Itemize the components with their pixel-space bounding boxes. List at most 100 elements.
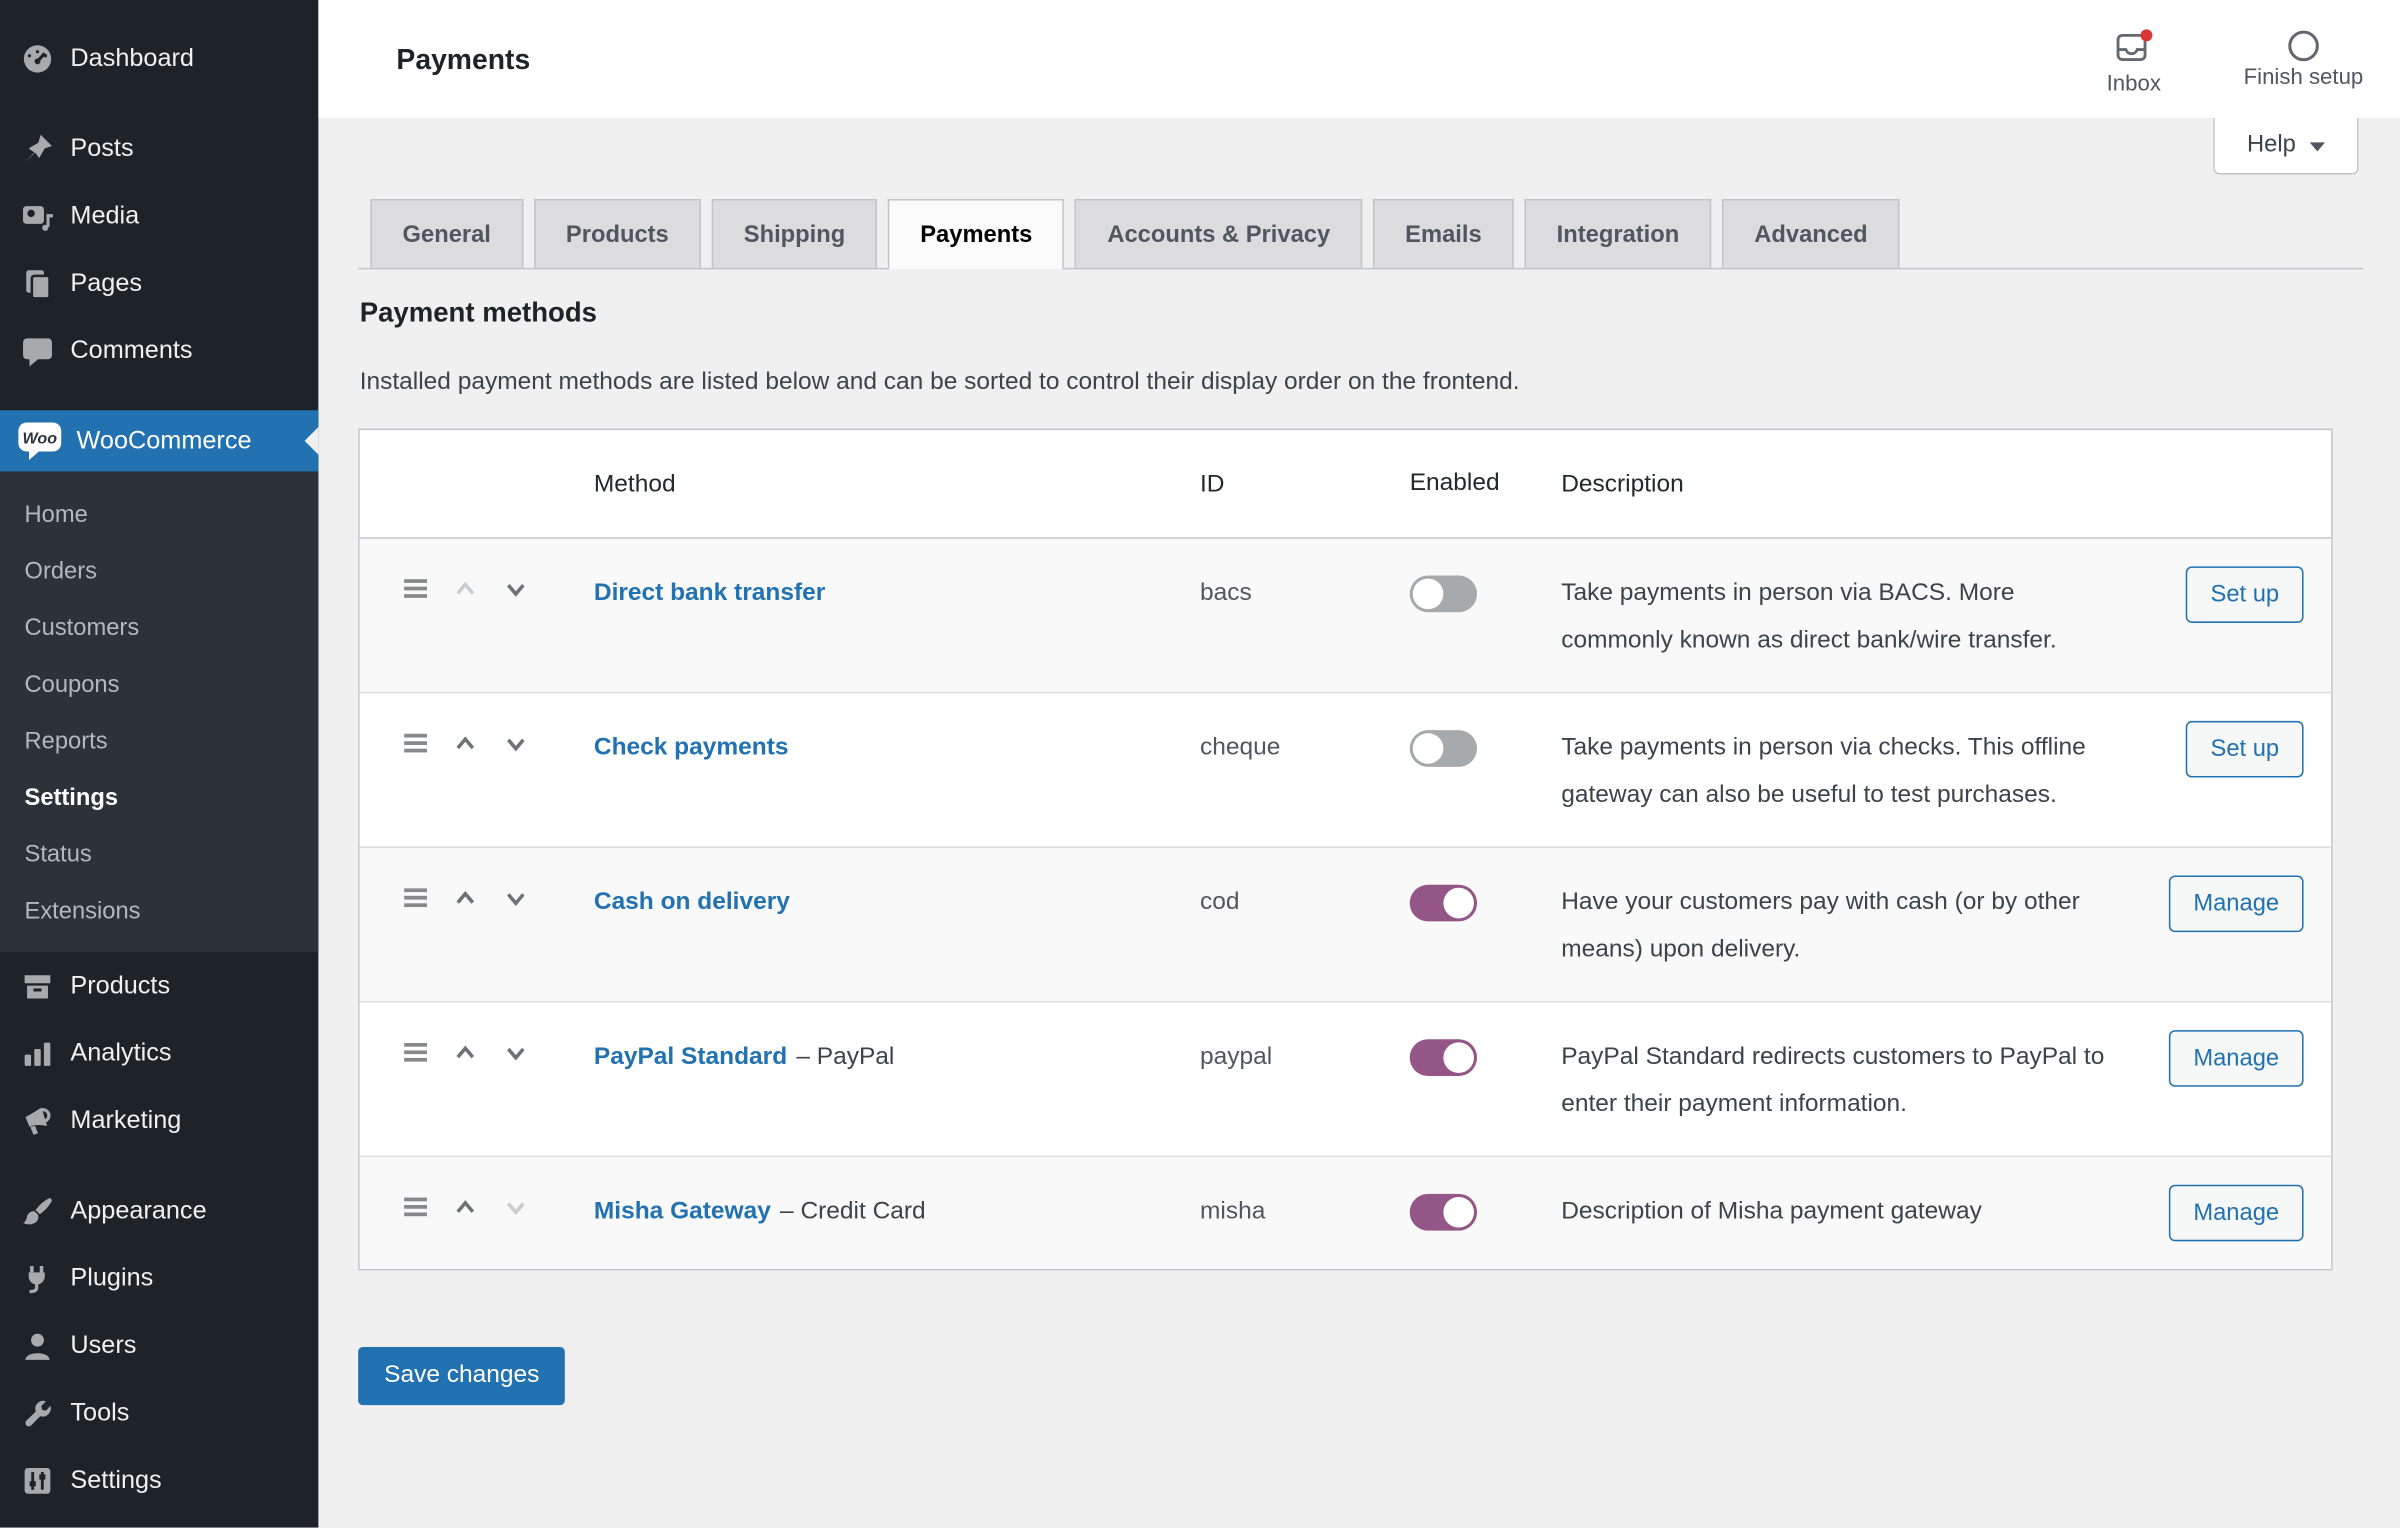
tab-emails[interactable]: Emails xyxy=(1373,198,1514,268)
sidebar-item-tools[interactable]: Tools xyxy=(0,1379,318,1446)
enabled-toggle[interactable] xyxy=(1409,730,1478,767)
table-row: Cash on delivery cod Have your customers… xyxy=(359,847,2332,1003)
woocommerce-submenu: Home Orders Customers Coupons Reports Se… xyxy=(0,471,319,953)
setup-progress-circle-icon xyxy=(2288,30,2319,62)
method-link[interactable]: Direct bank transfer xyxy=(593,580,826,607)
manage-button[interactable]: Manage xyxy=(2168,1030,2304,1087)
move-down-icon xyxy=(506,1202,525,1216)
method-id: bacs xyxy=(1200,580,1252,607)
method-description: Description of Misha payment gateway xyxy=(1561,1198,1982,1225)
move-down-icon[interactable] xyxy=(504,732,528,756)
menu-separator xyxy=(0,92,318,115)
column-header-description: Description xyxy=(1561,470,1684,497)
finish-setup-button[interactable]: Finish setup xyxy=(2243,28,2364,91)
method-link[interactable]: Misha Gateway xyxy=(593,1198,771,1225)
enabled-toggle[interactable] xyxy=(1409,1193,1478,1231)
toggle-knob xyxy=(1412,578,1444,610)
tab-payments[interactable]: Payments xyxy=(888,198,1065,270)
sidebar-item-label: Settings xyxy=(70,1465,162,1494)
submenu-item-orders[interactable]: Orders xyxy=(24,557,98,584)
inbox-badge xyxy=(2140,29,2153,42)
setup-button[interactable]: Set up xyxy=(2186,720,2304,778)
method-description: Have your customers pay with cash (or by… xyxy=(1561,889,2080,963)
sidebar-item-label: Marketing xyxy=(70,1105,182,1134)
tab-advanced[interactable]: Advanced xyxy=(1722,198,1900,268)
drag-handle-icon[interactable] xyxy=(404,1041,428,1064)
bar-chart-icon xyxy=(24,1041,51,1066)
method-link[interactable]: Cash on delivery xyxy=(593,889,790,916)
dashboard-icon xyxy=(23,44,52,72)
table-row: Check payments cheque Take payments in p… xyxy=(359,693,2332,848)
chevron-down-icon xyxy=(2309,142,2325,152)
sidebar-item-media[interactable]: Media xyxy=(0,182,318,249)
comment-icon xyxy=(23,337,52,366)
move-up-icon[interactable] xyxy=(453,1195,477,1219)
submenu-item-settings[interactable]: Settings xyxy=(24,784,119,811)
submenu-item-home[interactable]: Home xyxy=(24,501,88,528)
sidebar-item-woocommerce[interactable]: Woo WooCommerce xyxy=(0,410,319,472)
method-link[interactable]: Check payments xyxy=(593,734,789,761)
move-up-icon[interactable] xyxy=(453,886,477,910)
help-label: Help xyxy=(2247,131,2296,158)
move-up-icon[interactable] xyxy=(453,732,477,756)
help-dropdown[interactable]: Help xyxy=(2213,117,2359,175)
drag-handle-icon[interactable] xyxy=(404,1195,428,1218)
method-id: misha xyxy=(1200,1198,1266,1225)
move-down-icon[interactable] xyxy=(504,886,528,910)
drag-handle-icon[interactable] xyxy=(404,732,428,755)
submenu-item-extensions[interactable]: Extensions xyxy=(24,897,141,924)
sidebar-item-label: Plugins xyxy=(70,1263,154,1292)
sidebar-item-settings[interactable]: Settings xyxy=(0,1446,318,1513)
table-row: PayPal Standard – PayPal paypal PayPal St… xyxy=(359,1002,2332,1158)
setup-button[interactable]: Set up xyxy=(2186,566,2304,623)
manage-button[interactable]: Manage xyxy=(2168,1184,2304,1242)
sidebar-item-products[interactable]: Products xyxy=(0,952,318,1019)
tab-products[interactable]: Products xyxy=(533,198,701,268)
method-link[interactable]: PayPal Standard xyxy=(593,1043,788,1070)
drag-handle-icon[interactable] xyxy=(404,886,428,909)
method-description: Take payments in person via checks. This… xyxy=(1561,734,2086,809)
tab-shipping[interactable]: Shipping xyxy=(711,198,878,268)
sidebar-item-comments[interactable]: Comments xyxy=(0,317,318,384)
section-description: Installed payment methods are listed bel… xyxy=(359,368,1520,395)
sidebar-item-plugins[interactable]: Plugins xyxy=(0,1244,318,1311)
submenu-item-customers[interactable]: Customers xyxy=(24,614,140,641)
inbox-button[interactable]: Inbox xyxy=(2107,28,2161,97)
tab-accounts-privacy[interactable]: Accounts & Privacy xyxy=(1075,198,1363,268)
sidebar-item-label: Users xyxy=(70,1330,137,1359)
sidebar-item-posts[interactable]: Posts xyxy=(0,115,318,182)
tab-integration[interactable]: Integration xyxy=(1524,198,1712,268)
sidebar-item-dashboard[interactable]: Dashboard xyxy=(0,0,318,92)
inbox-icon xyxy=(2116,29,2153,61)
submenu-item-coupons[interactable]: Coupons xyxy=(24,671,120,698)
sidebar-item-appearance[interactable]: Appearance xyxy=(0,1177,318,1244)
submenu-item-status[interactable]: Status xyxy=(24,841,92,868)
drag-handle-icon[interactable] xyxy=(404,577,428,600)
method-id: paypal xyxy=(1200,1043,1273,1070)
sidebar-item-label: Products xyxy=(70,971,171,999)
table-row: Direct bank transfer bacs Take payments … xyxy=(359,538,2332,694)
sidebar-item-marketing[interactable]: Marketing xyxy=(0,1087,318,1154)
move-up-icon xyxy=(456,581,475,595)
manage-button[interactable]: Manage xyxy=(2168,875,2304,933)
finish-setup-label: Finish setup xyxy=(2243,65,2364,91)
admin-sidebar: Dashboard Posts Media Pages Comments Woo… xyxy=(0,0,319,1528)
sidebar-item-analytics[interactable]: Analytics xyxy=(0,1019,318,1086)
enabled-toggle[interactable] xyxy=(1409,575,1478,613)
sidebar-item-pages[interactable]: Pages xyxy=(0,249,318,316)
move-down-icon[interactable] xyxy=(504,1041,528,1065)
submenu-item-reports[interactable]: Reports xyxy=(24,727,108,754)
enabled-toggle[interactable] xyxy=(1409,1039,1478,1077)
sidebar-item-label: WooCommerce xyxy=(76,426,252,454)
sidebar-item-users[interactable]: Users xyxy=(0,1312,318,1379)
enabled-toggle[interactable] xyxy=(1409,884,1478,922)
sidebar-item-label: Comments xyxy=(70,335,193,364)
megaphone-icon xyxy=(25,1106,51,1135)
sidebar-item-label: Tools xyxy=(70,1398,130,1426)
plugin-icon xyxy=(28,1265,45,1293)
move-up-icon[interactable] xyxy=(453,1041,477,1065)
save-changes-button[interactable]: Save changes xyxy=(358,1346,566,1406)
tab-general[interactable]: General xyxy=(370,198,524,268)
move-down-icon[interactable] xyxy=(504,577,528,601)
